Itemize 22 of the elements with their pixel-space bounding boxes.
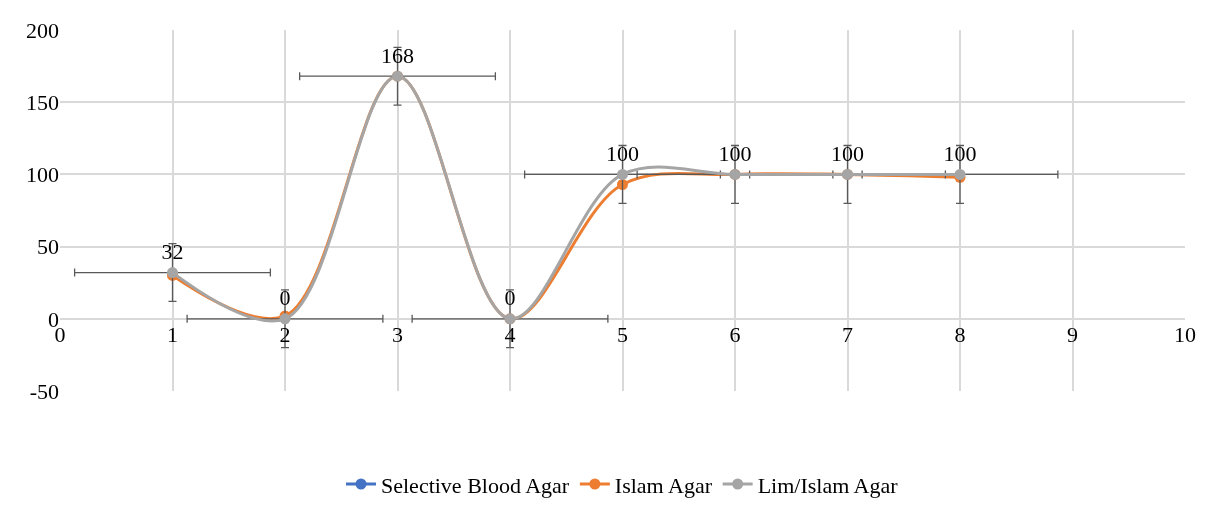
x-tick-label: 5: [617, 321, 628, 347]
y-tick-label: -50: [29, 378, 59, 404]
x-tick-label: 2: [279, 321, 291, 347]
legend-label: Lim/Islam Agar: [757, 472, 899, 498]
data-label: 0: [279, 285, 291, 311]
x-tick-label: 9: [1067, 321, 1078, 347]
data-label: 0: [504, 285, 516, 311]
y-tick-label: 100: [26, 162, 59, 188]
y-tick-label: 200: [26, 17, 59, 43]
legend-label: Islam Agar: [614, 472, 713, 498]
data-label: 100: [943, 141, 977, 167]
x-tick-label: 1: [167, 321, 178, 347]
y-tick-label: 150: [26, 89, 59, 115]
x-tick-label: 6: [729, 321, 741, 347]
y-tick-label: 50: [37, 234, 59, 260]
x-tick-label: 3: [392, 321, 403, 347]
data-label: 100: [718, 141, 752, 167]
x-tick-label: 4: [504, 321, 516, 347]
legend-label: Selective Blood Agar: [381, 472, 570, 498]
x-tick-label: 10: [1174, 321, 1196, 347]
x-tick-label: 8: [954, 321, 966, 347]
x-tick-label: 7: [842, 321, 853, 347]
